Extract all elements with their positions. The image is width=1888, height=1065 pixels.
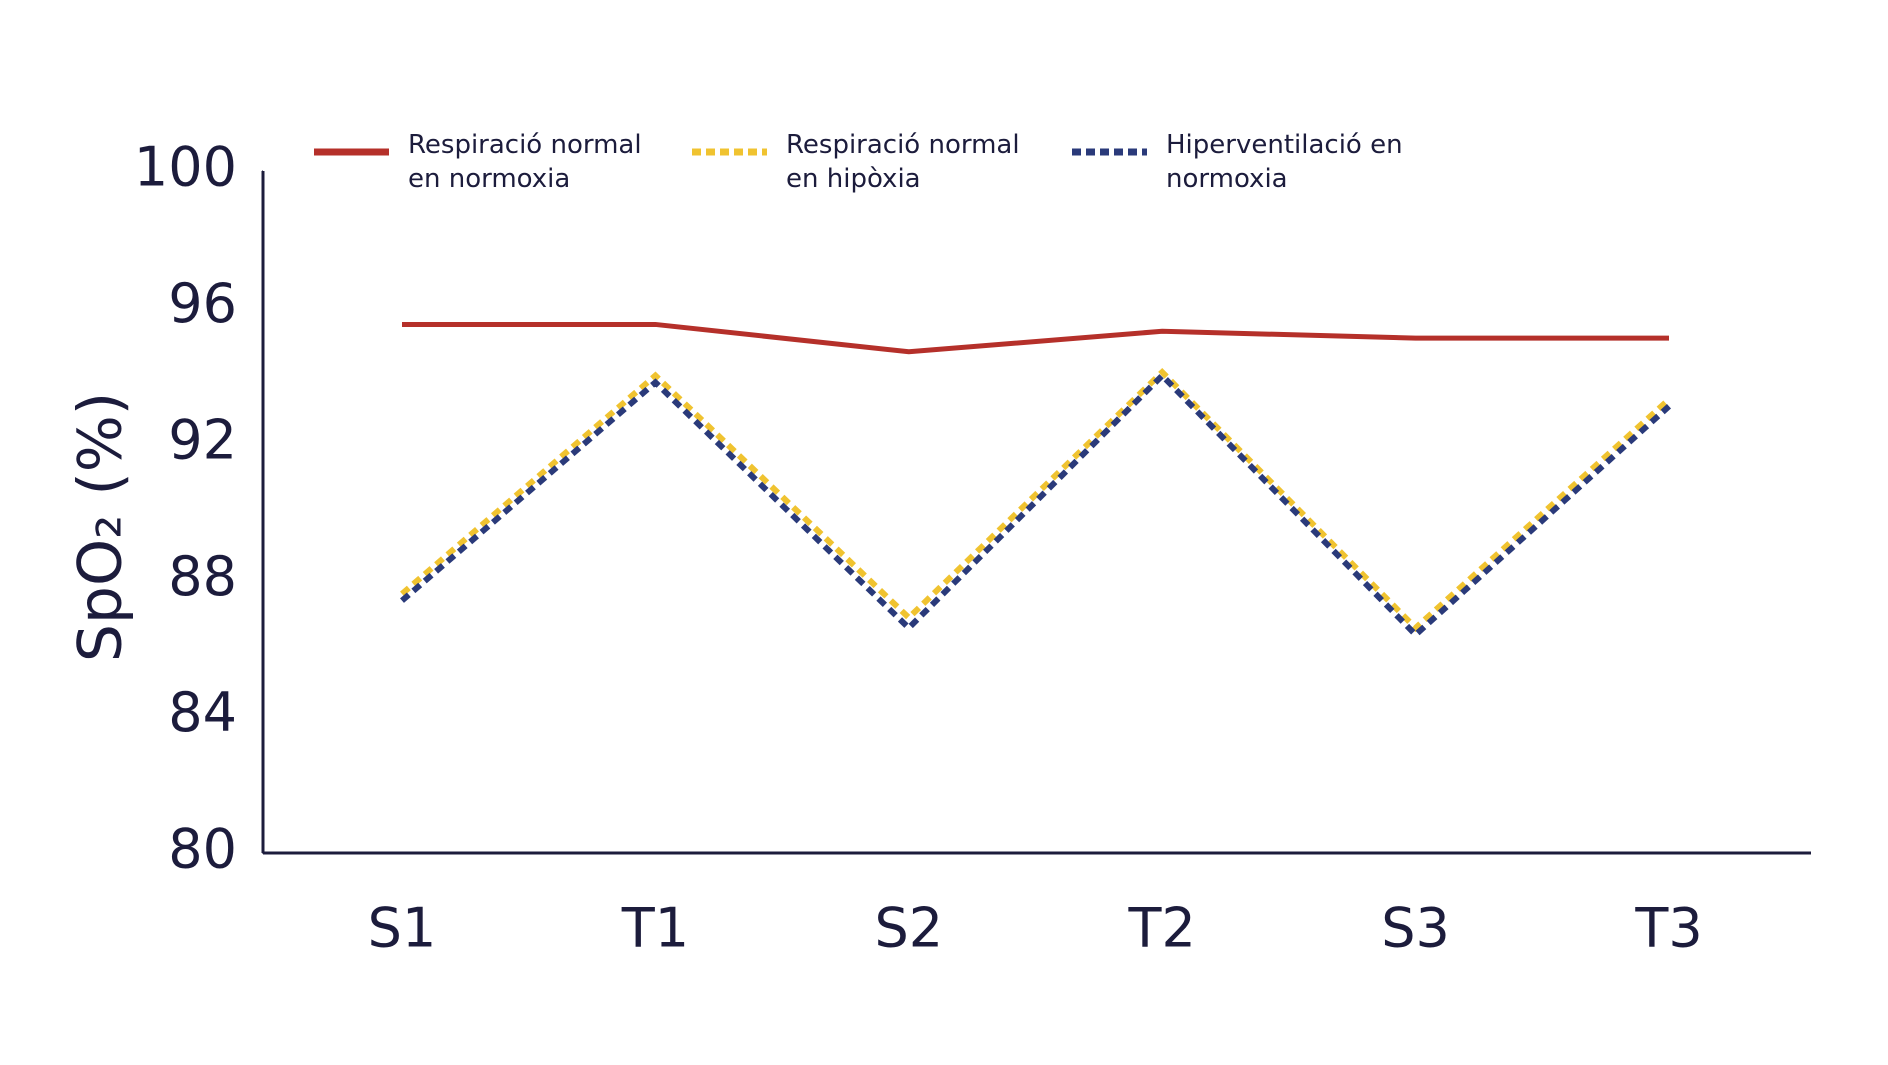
y-tick-label: 100 xyxy=(134,136,237,199)
x-tick-label: T3 xyxy=(1634,897,1702,960)
x-tick-label: S3 xyxy=(1381,897,1450,960)
series-line xyxy=(400,367,1672,633)
series-line xyxy=(402,321,1669,355)
x-tick-label: S1 xyxy=(368,897,437,960)
y-tick-label: 92 xyxy=(168,408,237,471)
y-tick-label: 80 xyxy=(168,818,237,881)
legend-label: Hiperventilació en normoxia xyxy=(1166,130,1403,194)
y-tick-label: 96 xyxy=(168,272,237,335)
x-tick-label: T2 xyxy=(1128,897,1196,960)
x-tick-label: S2 xyxy=(874,897,943,960)
legend-label: Respiració normal en normoxia xyxy=(408,130,642,194)
legend-label: Respiració normal en hipòxia xyxy=(786,130,1020,194)
x-tick-label: T1 xyxy=(621,897,689,960)
y-tick-label: 84 xyxy=(168,681,237,744)
y-tick-label: 88 xyxy=(168,545,237,608)
series-line xyxy=(400,371,1672,639)
y-axis-label: SpO₂ (%) xyxy=(66,392,136,662)
